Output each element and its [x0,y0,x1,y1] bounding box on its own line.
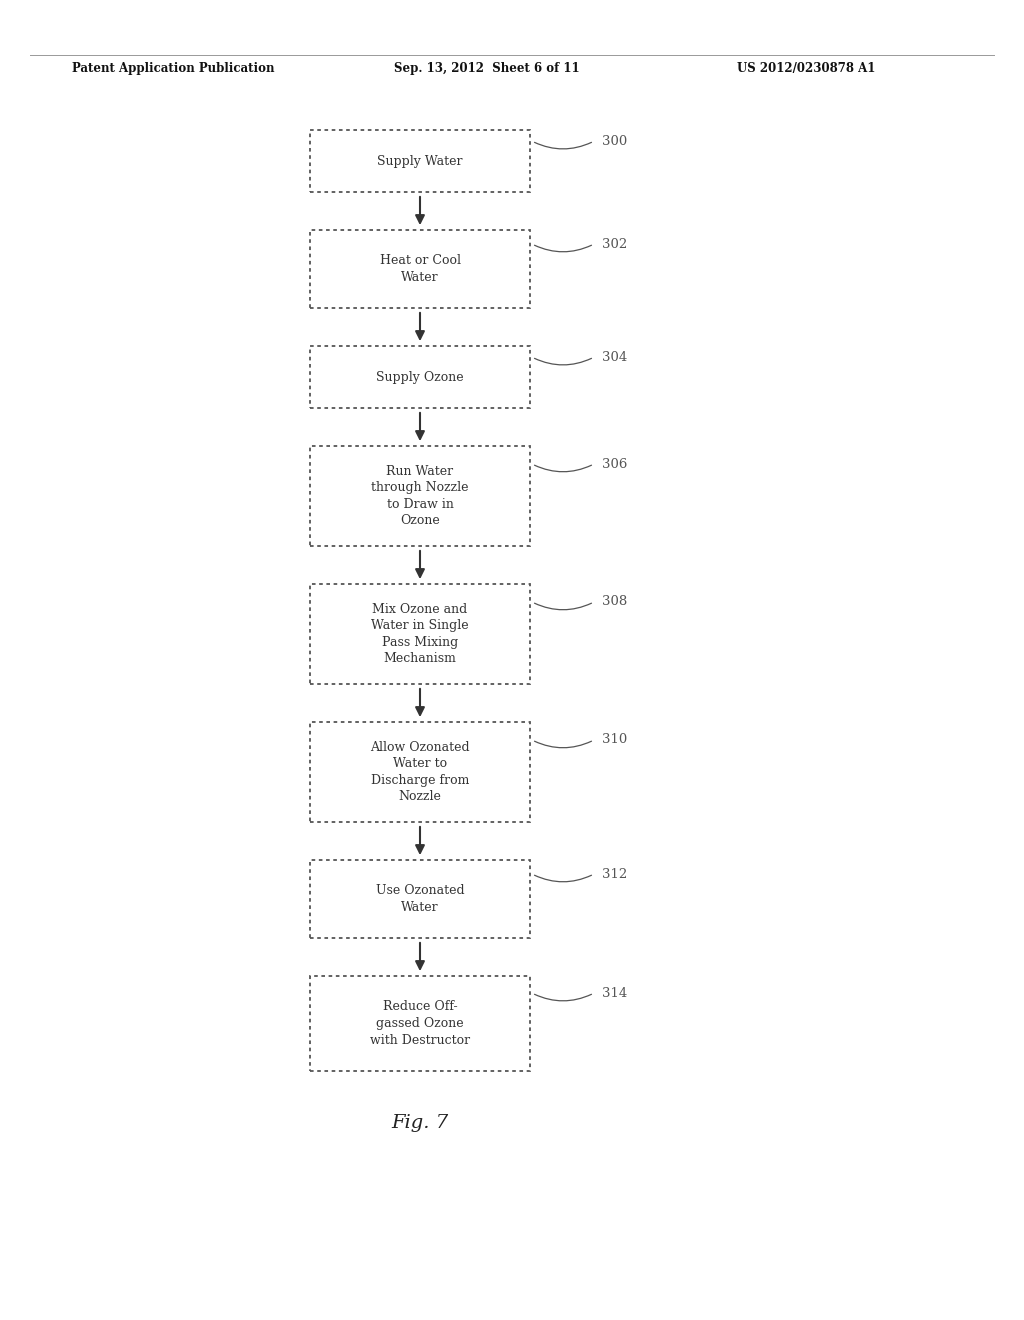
Text: Patent Application Publication: Patent Application Publication [72,62,274,75]
Text: Supply Ozone: Supply Ozone [376,371,464,384]
Bar [310,230,530,308]
Bar [310,129,530,191]
Text: 308: 308 [602,595,628,609]
Text: Run Water
through Nozzle
to Draw in
Ozone: Run Water through Nozzle to Draw in Ozon… [372,465,469,527]
Bar [310,722,530,822]
Bar [310,583,530,684]
Text: Use Ozonated
Water: Use Ozonated Water [376,884,464,913]
Bar [310,446,530,546]
Text: 312: 312 [602,867,628,880]
Text: 314: 314 [602,986,628,999]
Bar [310,861,530,939]
Bar [310,975,530,1071]
Text: Reduce Off-
gassed Ozone
with Destructor: Reduce Off- gassed Ozone with Destructor [370,1001,470,1047]
Text: Mix Ozone and
Water in Single
Pass Mixing
Mechanism: Mix Ozone and Water in Single Pass Mixin… [371,603,469,665]
Text: Allow Ozonated
Water to
Discharge from
Nozzle: Allow Ozonated Water to Discharge from N… [371,741,470,804]
Text: 306: 306 [602,458,628,470]
Text: Supply Water: Supply Water [377,154,463,168]
Bar [310,346,530,408]
Text: 304: 304 [602,351,628,363]
Text: 300: 300 [602,135,628,148]
Text: 302: 302 [602,238,628,251]
Text: US 2012/0230878 A1: US 2012/0230878 A1 [737,62,876,75]
Text: Heat or Cool
Water: Heat or Cool Water [380,255,461,284]
Text: 310: 310 [602,734,628,747]
Text: Sep. 13, 2012  Sheet 6 of 11: Sep. 13, 2012 Sheet 6 of 11 [394,62,580,75]
Text: Fig. 7: Fig. 7 [391,1114,449,1133]
